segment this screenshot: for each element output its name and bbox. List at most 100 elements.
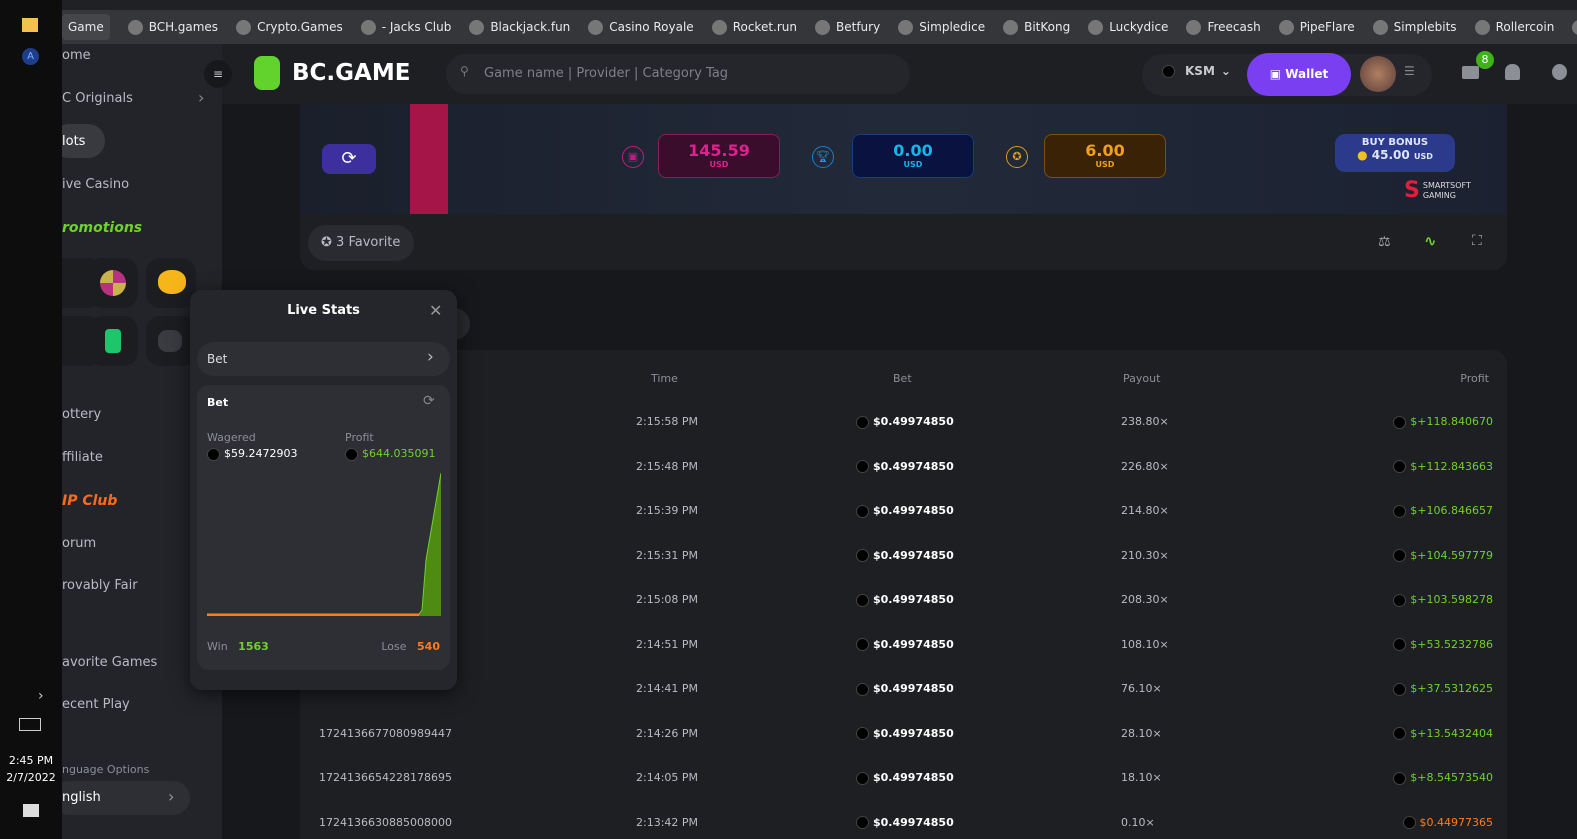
clock-time[interactable]: 2:45 PM	[8, 754, 54, 767]
table-row[interactable]: 2:15:58 PM $0.49974850 238.80× $+118.840…	[300, 415, 1507, 435]
bookmark-label: Rollercoin	[1495, 20, 1555, 34]
wallet-button[interactable]: ▣ Wallet	[1247, 53, 1351, 96]
cash-tag-tile[interactable]	[88, 316, 138, 366]
table-row[interactable]: 1724136677080989447 2:14:26 PM $0.499748…	[300, 727, 1507, 747]
sidebar-item-favorite-games[interactable]: avorite Games	[62, 655, 158, 670]
bookmark-item[interactable]: Betfury	[815, 19, 880, 35]
table-row[interactable]: 2:15:48 PM $0.49974850 226.80× $+112.843…	[300, 460, 1507, 480]
bet-amount: $0.49974850	[873, 415, 954, 428]
provider-logo: S SMARTSOFT GAMING	[1404, 178, 1485, 204]
bet-value: 6.00	[1085, 141, 1125, 160]
bet-amount: $0.49974850	[873, 593, 954, 606]
close-icon[interactable]: ✕	[429, 301, 443, 320]
bookmark-item[interactable]: BitKong	[1003, 19, 1070, 35]
table-row[interactable]: 2:14:41 PM $0.49974850 76.10× $+37.53126…	[300, 682, 1507, 702]
header-profit: Profit	[1460, 372, 1489, 385]
keyboard-icon[interactable]	[19, 718, 41, 731]
fullscreen-icon[interactable]: ⛶	[1472, 233, 1482, 249]
sidebar-item-live-casino[interactable]: ive Casino	[62, 177, 130, 192]
chevron-right-icon[interactable]: ›	[198, 88, 205, 107]
win-value: 0.00	[893, 141, 933, 160]
table-row[interactable]: 1724136654228178695 2:14:05 PM $0.499748…	[300, 771, 1507, 791]
bookmark-item[interactable]: Game	[62, 14, 110, 40]
bet-payout: 28.10×	[1121, 726, 1162, 740]
lose-count: Lose 540	[381, 640, 440, 653]
active-item-bg	[62, 124, 105, 158]
table-row[interactable]: 2:15:39 PM $0.49974850 214.80× $+106.846…	[300, 504, 1507, 524]
bookmark-item[interactable]: Blackjack.fun	[469, 19, 570, 35]
table-row[interactable]: 2:14:51 PM $0.49974850 108.10× $+53.5232…	[300, 638, 1507, 658]
bookmark-item[interactable]: Luckydice	[1088, 19, 1168, 35]
refresh-icon[interactable]: ⟳	[423, 393, 435, 409]
app-icon[interactable]: A	[22, 48, 39, 65]
chat-icon[interactable]	[1552, 64, 1567, 80]
language-select[interactable]: nglish ›	[62, 781, 190, 815]
sidebar-item-slots[interactable]: lots	[62, 134, 86, 149]
bookmark-favicon-icon	[1003, 19, 1019, 35]
autoplay-icon[interactable]: ⟳	[322, 144, 376, 174]
bet-id[interactable]: 1724136630885008000	[319, 815, 452, 829]
chevron-right-icon[interactable]: ›	[38, 688, 44, 704]
bell-icon[interactable]	[1505, 64, 1520, 80]
bet-id[interactable]: 1724136677080989447	[319, 726, 452, 740]
favorite-button[interactable]: ✪ 3 Favorite	[308, 225, 415, 261]
bookmark-favicon-icon	[711, 19, 727, 35]
file-explorer-icon[interactable]	[22, 18, 38, 32]
currency-select[interactable]: KSM ⌄	[1162, 64, 1231, 78]
bookmark-item[interactable]: Rollercoin	[1474, 19, 1555, 35]
bookmark-label: Freecash	[1207, 20, 1261, 34]
sidebar-item-originals[interactable]: C Originals	[62, 91, 133, 106]
bookmark-favicon-icon	[127, 19, 143, 35]
bookmark-item[interactable]: Freecash	[1186, 19, 1261, 35]
bookmark-item[interactable]: Crypto.Games	[236, 19, 343, 35]
bookmark-item[interactable]: - Jacks Club	[360, 19, 451, 35]
table-row[interactable]: 2:15:31 PM $0.49974850 210.30× $+104.597…	[300, 549, 1507, 569]
win-display: 0.00 USD	[852, 134, 974, 178]
notification-icon[interactable]	[23, 804, 39, 817]
logo-text[interactable]: BC.GAME	[292, 60, 411, 86]
avatar[interactable]	[1360, 56, 1396, 92]
bet-display[interactable]: 6.00 USD	[1044, 134, 1166, 178]
table-row[interactable]: 2:15:08 PM $0.49974850 208.30× $+103.598…	[300, 593, 1507, 613]
bookmark-favicon-icon	[898, 19, 914, 35]
table-row[interactable]: 1724136630885008000 2:13:42 PM $0.499748…	[300, 816, 1507, 836]
sidebar-item-affiliate[interactable]: ffiliate	[62, 450, 103, 465]
bookmark-item[interactable]: Simpledice	[898, 19, 985, 35]
medal-icon: ✪	[1006, 146, 1028, 168]
clock-date[interactable]: 2/7/2022	[6, 771, 56, 784]
mail-icon[interactable]	[1462, 66, 1479, 79]
game-canvas[interactable]: ⟳ ▣ 145.59 USD 🏆︎ 0.00 USD ✪ 6.00 USD BUY B…	[300, 104, 1507, 214]
bc-logo-icon[interactable]	[254, 56, 280, 90]
ksm-coin-icon	[1393, 415, 1407, 429]
star-icon: ✪	[321, 235, 332, 250]
bookmark-item[interactable]: PipeFlare	[1278, 19, 1355, 35]
buy-bonus-button[interactable]: BUY BONUS ● 45.00 USD	[1335, 134, 1455, 172]
piggy-bank-tile[interactable]	[146, 258, 196, 308]
bookmark-item[interactable]: Rocket.run	[711, 19, 797, 35]
bet-payout: 108.10×	[1121, 637, 1169, 651]
sidebar-item-lottery[interactable]: ottery	[62, 407, 102, 422]
sidebar-item-recent-play[interactable]: ecent Play	[62, 697, 130, 712]
win-unit: USD	[903, 160, 923, 169]
live-stats-icon[interactable]: ∿	[1424, 232, 1437, 250]
sidebar-item-forum[interactable]: orum	[62, 536, 97, 551]
sidebar-item-vip-club[interactable]: IP Club	[62, 493, 118, 509]
list-icon[interactable]: ☰	[1404, 64, 1415, 78]
balance-scale-icon[interactable]: ⚖	[1378, 234, 1391, 250]
sidebar-item-provably-fair[interactable]: rovably Fair	[62, 578, 138, 593]
lucky-wheel-tile[interactable]	[88, 258, 138, 308]
coins-tile[interactable]	[146, 316, 196, 366]
bookmark-item[interactable]: Freebcc	[1572, 19, 1577, 35]
wallet-icon: ▣	[622, 146, 644, 168]
bet-time: 2:14:41 PM	[636, 682, 699, 695]
stats-type-select[interactable]: Bet ›	[197, 342, 450, 376]
bet-id[interactable]: 1724136654228178695	[319, 771, 452, 784]
menu-toggle-icon[interactable]: ≡	[204, 60, 232, 88]
sidebar-item-promotions[interactable]: romotions	[62, 220, 143, 236]
bet-payout: 238.80×	[1121, 415, 1169, 428]
bookmark-item[interactable]: Casino Royale	[588, 19, 694, 35]
bookmark-item[interactable]: Simplebits	[1372, 19, 1457, 35]
bookmark-item[interactable]: BCH.games	[127, 19, 218, 35]
sidebar-item-home[interactable]: ome	[62, 48, 91, 63]
search-input[interactable]: ⚲ Game name | Provider | Category Tag	[446, 54, 910, 94]
